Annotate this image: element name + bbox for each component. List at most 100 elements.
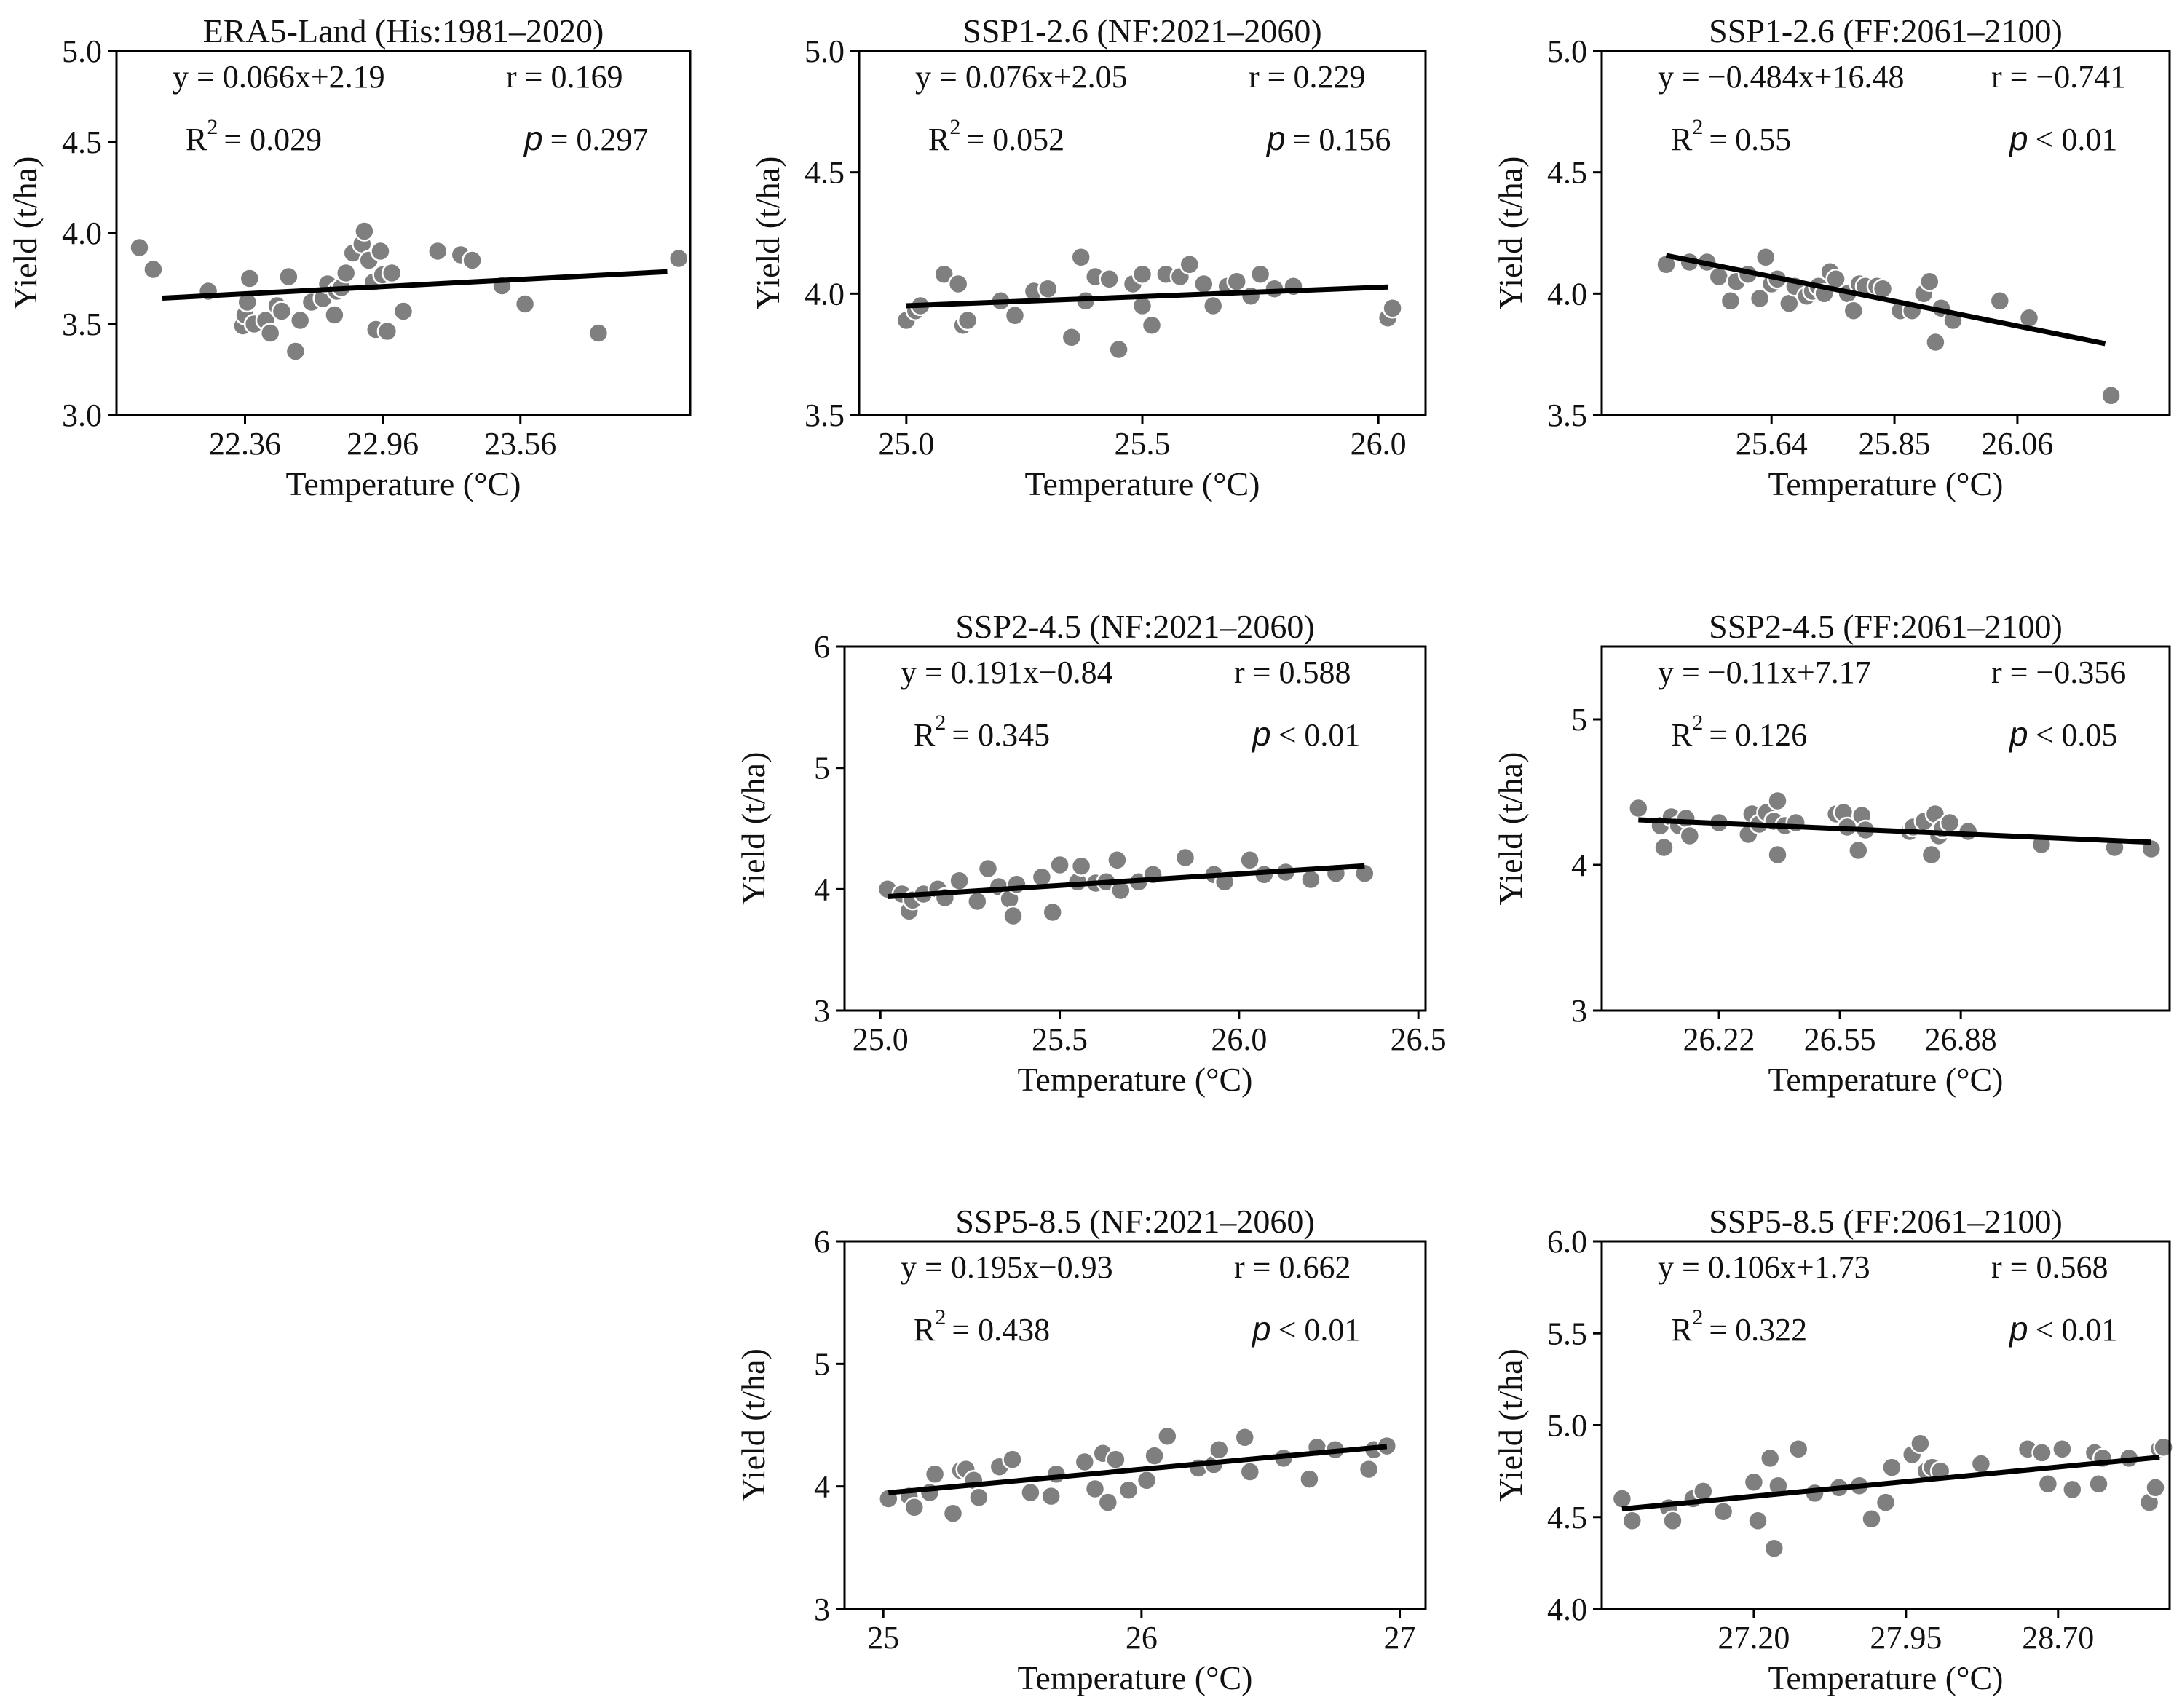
data-point (1919, 271, 1940, 292)
data-point (1989, 290, 2011, 312)
r-text: r = 0.169 (506, 59, 622, 95)
y-axis-label: Yield (t/ha) (735, 1348, 772, 1502)
regression-line (906, 284, 1388, 309)
data-point (2031, 1442, 2052, 1463)
data-point (1910, 1433, 1931, 1455)
equation-text: y = 0.076x+2.05 (915, 59, 1128, 95)
data-point (1108, 339, 1129, 360)
data-point (1226, 271, 1247, 292)
panel-7: 27.20 27.95 28.70 4.0 4.5 5.0 5.5 6.0 SSP5-8.5 (… (1492, 1203, 2174, 1696)
data-point (1611, 1488, 1633, 1509)
data-point (2052, 1439, 2073, 1460)
data-point (1049, 854, 1070, 876)
data-point (1970, 1453, 1992, 1474)
p-value-text: p = 0.156 (1265, 119, 1391, 157)
y-tick-label: 5.0 (1547, 1408, 1587, 1444)
regression-line (1638, 817, 2151, 845)
y-tick-label: 4.0 (805, 276, 845, 312)
data-point (1020, 1482, 1041, 1503)
data-point (1061, 327, 1083, 348)
regression-line (1621, 1455, 2160, 1512)
x-tick-label: 27.95 (1870, 1620, 1942, 1656)
data-point (1662, 1510, 1683, 1532)
chart-title: SSP5-8.5 (FF:2061–2100) (1709, 1203, 2063, 1240)
x-tick-label: 26 (1126, 1620, 1158, 1656)
data-point (2062, 1479, 2083, 1501)
data-point (1382, 298, 1403, 319)
r-squared-text: R2 = 0.126 (1671, 711, 1807, 753)
panel-5: 26.22 26.55 26.88 3 4 5 SSP2-4.5 (FF:2061–2100… (1492, 608, 2171, 1098)
data-point (1939, 812, 1961, 834)
data-point (1004, 305, 1026, 326)
chart-title: ERA5-Land (His:1981–2020) (203, 12, 604, 50)
x-tick-label: 25.5 (1032, 1021, 1088, 1057)
data-point (1656, 254, 1677, 275)
data-point (285, 341, 307, 362)
r-text: r = −0.356 (1991, 655, 2126, 690)
data-point (1763, 1538, 1785, 1559)
r-text: r = 0.229 (1249, 59, 1365, 95)
y-tick-label: 4.0 (1547, 1592, 1587, 1627)
r-squared-text: R2 = 0.029 (186, 115, 322, 157)
data-point (1042, 901, 1063, 923)
data-point (1234, 1427, 1255, 1448)
data-point (1240, 285, 1262, 307)
panel-6: 25 26 27 3 4 5 6 SSP5-8.5 (NF:2021–2060) Tempera… (735, 1203, 1427, 1696)
data-point (1131, 264, 1153, 285)
plot-frame (843, 1240, 1427, 1610)
x-tick-label: 25 (867, 1620, 899, 1656)
data-point (967, 890, 988, 912)
y-axis-label: Yield (t/ha) (1492, 1348, 1529, 1502)
r-text: r = 0.588 (1234, 655, 1351, 690)
regression-line (1665, 253, 2106, 347)
x-axis-label: Temperature (°C) (1768, 1659, 2004, 1696)
y-tick-label: 4 (1571, 847, 1587, 883)
y-tick-label: 5 (1571, 702, 1587, 738)
y-tick-label: 3.5 (805, 398, 845, 433)
data-point (1141, 315, 1163, 336)
data-point (1239, 1461, 1261, 1482)
data-point (1925, 331, 1946, 353)
x-tick-label: 25.85 (1859, 426, 1931, 462)
y-tick-label: 4.0 (1547, 276, 1587, 312)
data-point (1628, 797, 1649, 819)
plot-frame (858, 50, 1427, 416)
data-point (271, 301, 293, 322)
x-axis-label: Temperature (°C) (1025, 465, 1260, 502)
x-axis-label: Temperature (°C) (1018, 1061, 1253, 1098)
data-point (1299, 1468, 1320, 1490)
data-point (977, 858, 999, 879)
equation-text: y = 0.106x+1.73 (1658, 1249, 1870, 1285)
r-squared-text: R2 = 0.052 (928, 115, 1064, 157)
y-axis-label: Yield (t/ha) (1492, 157, 1529, 310)
y-tick-label: 4 (814, 871, 830, 907)
data-point (2100, 385, 2122, 406)
y-tick-label: 3 (814, 1592, 830, 1627)
y-tick-label: 3.5 (62, 307, 102, 342)
plot-frame (1600, 1240, 2171, 1610)
y-tick-label: 5 (814, 751, 830, 786)
data-point (947, 273, 969, 295)
equation-text: y = −0.11x+7.17 (1658, 655, 1871, 690)
equation-text: y = 0.066x+2.19 (173, 59, 385, 95)
regression-line (888, 1444, 1388, 1495)
p-value-text: p < 0.01 (2008, 119, 2117, 157)
r-squared-text: R2 = 0.438 (914, 1305, 1050, 1348)
y-tick-label: 5.0 (1547, 33, 1587, 69)
x-tick-label: 26.88 (1925, 1021, 1997, 1057)
data-point (129, 237, 150, 258)
p-value-text: p = 0.297 (523, 119, 648, 157)
y-tick-label: 3.0 (62, 398, 102, 433)
data-point (1708, 266, 1730, 288)
data-point (1712, 1501, 1734, 1522)
data-point (957, 309, 979, 331)
data-point (1107, 850, 1128, 871)
r-squared-text: R2 = 0.322 (1671, 1305, 1807, 1348)
r-squared-text: R2 = 0.345 (914, 711, 1050, 753)
data-point (1070, 855, 1092, 877)
chart-title: SSP2-4.5 (NF:2021–2060) (955, 608, 1314, 645)
data-point (392, 301, 414, 322)
data-point (1074, 1451, 1096, 1473)
data-point (1003, 905, 1024, 927)
